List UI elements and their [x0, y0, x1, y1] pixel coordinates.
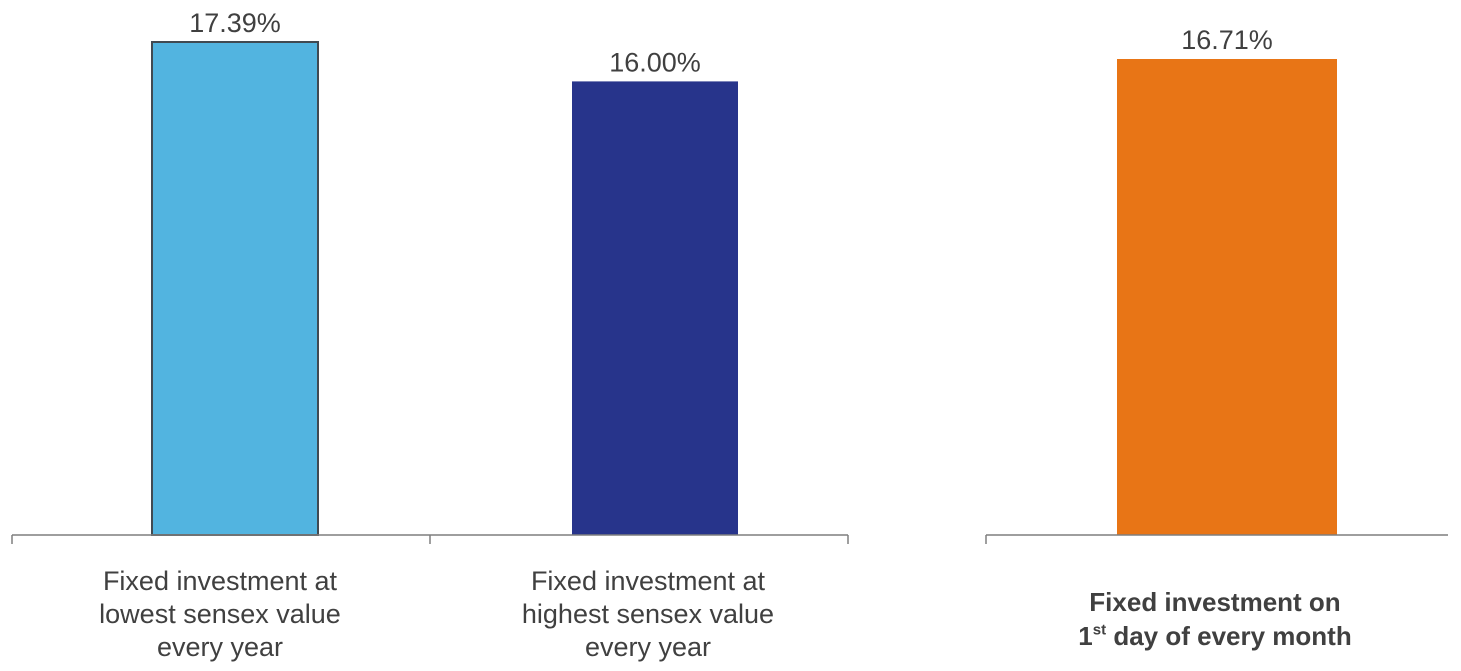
- category-label-line: every year: [584, 632, 712, 662]
- left-bar-chart: 17.39% 16.00%: [11, 8, 849, 544]
- label-rest: day of every month: [1106, 621, 1352, 651]
- category-label-monthly: Fixed investment on 1st day of every mon…: [1040, 585, 1390, 653]
- ordinal-number: 1: [1078, 621, 1093, 651]
- category-label-line: every year: [156, 632, 284, 662]
- category-label-line: Fixed investment at: [102, 566, 338, 596]
- data-label: 17.39%: [189, 8, 281, 38]
- right-bar-chart: 16.71%: [985, 25, 1448, 544]
- data-label: 16.71%: [1181, 25, 1273, 55]
- category-label-line: highest sensex value: [521, 599, 775, 629]
- category-label-lowest: Fixed investment at lowest sensex value …: [70, 565, 370, 664]
- category-label-line: Fixed investment on: [1089, 587, 1341, 617]
- bar: [572, 81, 738, 536]
- category-label-line: 1st day of every month: [1040, 619, 1390, 653]
- bar: [151, 41, 319, 536]
- category-label-line: Fixed investment at: [530, 566, 766, 596]
- category-label-line: lowest sensex value: [99, 599, 341, 629]
- data-label: 16.00%: [609, 47, 701, 77]
- ordinal-suffix: st: [1092, 621, 1107, 639]
- category-label-highest: Fixed investment at highest sensex value…: [488, 565, 808, 664]
- bar: [1117, 59, 1337, 535]
